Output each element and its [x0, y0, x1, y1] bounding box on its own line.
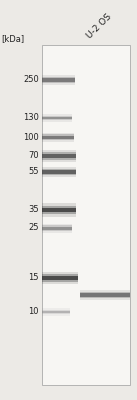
- Text: [kDa]: [kDa]: [1, 34, 24, 43]
- Bar: [80, 293, 130, 297]
- Bar: [42, 224, 72, 232]
- Bar: [42, 226, 72, 230]
- Bar: [42, 45, 130, 385]
- Bar: [42, 150, 76, 162]
- Bar: [42, 132, 74, 142]
- Bar: [42, 116, 72, 120]
- Bar: [42, 169, 76, 175]
- Bar: [42, 274, 78, 282]
- Bar: [42, 272, 78, 284]
- Bar: [42, 117, 72, 119]
- Bar: [42, 136, 74, 138]
- Bar: [42, 311, 70, 313]
- Bar: [80, 292, 130, 298]
- Bar: [42, 225, 72, 231]
- Bar: [42, 203, 76, 217]
- Text: U-2 OS: U-2 OS: [85, 12, 113, 40]
- Text: 55: 55: [28, 168, 39, 176]
- Bar: [42, 308, 70, 316]
- Text: 10: 10: [28, 308, 39, 316]
- Bar: [42, 152, 76, 160]
- Bar: [80, 290, 130, 300]
- Text: 15: 15: [28, 274, 39, 282]
- Bar: [42, 167, 76, 177]
- Bar: [42, 170, 76, 174]
- Bar: [42, 134, 74, 140]
- Bar: [42, 208, 76, 212]
- Bar: [42, 206, 76, 214]
- Bar: [42, 154, 76, 158]
- Text: 70: 70: [28, 152, 39, 160]
- Bar: [42, 276, 78, 280]
- Bar: [42, 114, 72, 122]
- Bar: [42, 75, 75, 85]
- Text: 100: 100: [23, 132, 39, 142]
- Text: 130: 130: [23, 114, 39, 122]
- Text: 250: 250: [23, 76, 39, 84]
- Bar: [42, 310, 70, 314]
- Text: 25: 25: [28, 224, 39, 232]
- Text: 35: 35: [28, 206, 39, 214]
- Bar: [42, 77, 75, 83]
- Bar: [42, 78, 75, 82]
